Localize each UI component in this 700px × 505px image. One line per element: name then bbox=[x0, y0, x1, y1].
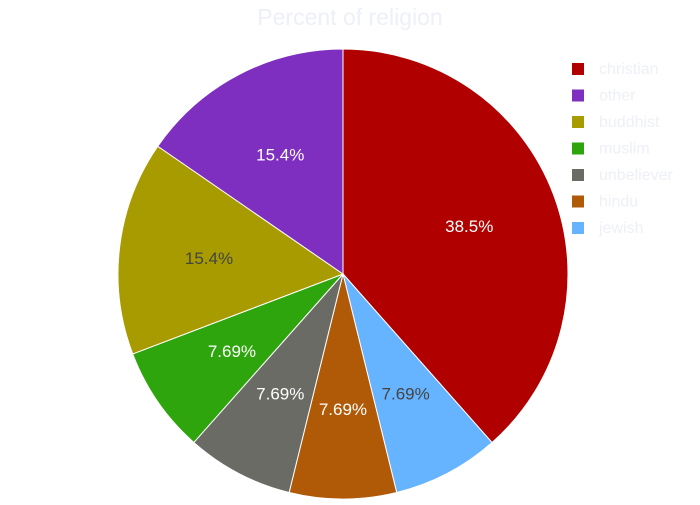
legend-label-hindu: hindu bbox=[599, 194, 638, 211]
legend-item-muslim[interactable]: muslim bbox=[572, 141, 650, 158]
slice-label-hindu: 7.69% bbox=[319, 400, 367, 419]
legend-swatch-unbeliever bbox=[572, 169, 584, 181]
slice-label-jewish: 7.69% bbox=[382, 385, 430, 404]
slice-label-buddhist: 15.4% bbox=[185, 249, 233, 268]
legend-label-other: other bbox=[599, 88, 636, 105]
legend-label-unbeliever: unbeliever bbox=[599, 167, 674, 184]
legend-item-christian[interactable]: christian bbox=[572, 61, 659, 78]
slice-label-unbeliever: 7.69% bbox=[256, 385, 304, 404]
slice-label-other: 15.4% bbox=[256, 145, 304, 164]
legend-swatch-christian bbox=[572, 63, 584, 75]
legend-label-christian: christian bbox=[599, 61, 659, 78]
legend: christian other buddhist muslim unbeliever hi… bbox=[572, 61, 674, 237]
legend-swatch-buddhist bbox=[572, 116, 584, 128]
legend-item-jewish[interactable]: jewish bbox=[572, 220, 643, 237]
slice-label-muslim: 7.69% bbox=[208, 342, 256, 361]
chart-title: Percent of religion bbox=[257, 4, 442, 30]
legend-item-other[interactable]: other bbox=[572, 88, 636, 105]
pie-slice-labels: 38.5% 7.69% 7.69% 7.69% 7.69% 15.4% 15.4% bbox=[185, 145, 493, 419]
pie-slice-christian bbox=[342, 48, 569, 444]
legend-label-jewish: jewish bbox=[598, 220, 643, 237]
legend-swatch-hindu bbox=[572, 195, 584, 208]
pie-slice-unbeliever bbox=[193, 273, 344, 494]
slice-label-christian: 38.5% bbox=[445, 217, 493, 236]
pie-slice-buddhist bbox=[117, 145, 345, 355]
pie-slice-hindu bbox=[288, 273, 398, 500]
legend-swatch-other bbox=[572, 89, 584, 102]
legend-label-buddhist: buddhist bbox=[599, 114, 660, 131]
pie-slice-other bbox=[157, 48, 344, 275]
legend-item-buddhist[interactable]: buddhist bbox=[572, 114, 660, 131]
legend-item-hindu[interactable]: hindu bbox=[572, 194, 638, 211]
legend-swatch-muslim bbox=[572, 142, 584, 155]
pie-slices bbox=[117, 48, 569, 500]
legend-item-unbeliever[interactable]: unbeliever bbox=[572, 167, 674, 184]
pie-slice-jewish bbox=[342, 273, 493, 494]
pie-slice-muslim bbox=[132, 273, 344, 444]
legend-label-muslim: muslim bbox=[599, 141, 650, 158]
legend-swatch-jewish bbox=[572, 222, 584, 234]
